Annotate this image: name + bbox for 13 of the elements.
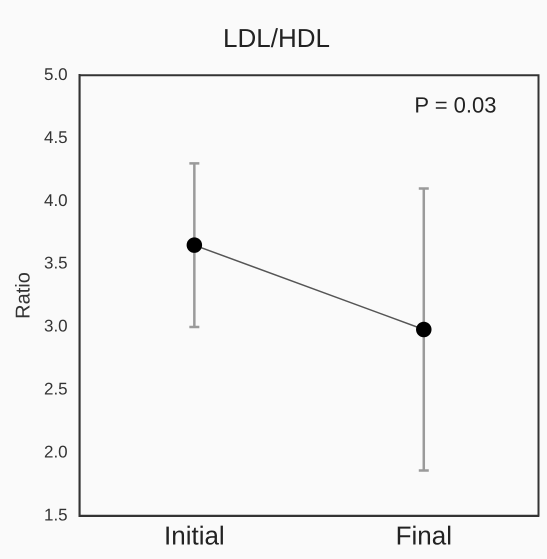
y-tick-label: 3.5 xyxy=(44,254,68,273)
y-tick-label: 4.5 xyxy=(44,128,68,147)
y-axis-title: Ratio xyxy=(12,272,35,319)
x-tick-label: Initial xyxy=(164,520,225,551)
annotation: P = 0.03 xyxy=(414,92,496,118)
x-tick-label: Final xyxy=(396,520,452,551)
chart-title: LDL/HDL xyxy=(223,22,330,53)
y-tick-label: 5.0 xyxy=(44,64,68,84)
y-tick-label: 2.5 xyxy=(44,380,68,399)
y-tick-label: 2.0 xyxy=(44,442,68,462)
y-tick-label: 4.0 xyxy=(44,190,68,210)
y-tick-label: 1.5 xyxy=(44,505,68,524)
y-tick-label: 3.0 xyxy=(44,316,68,336)
